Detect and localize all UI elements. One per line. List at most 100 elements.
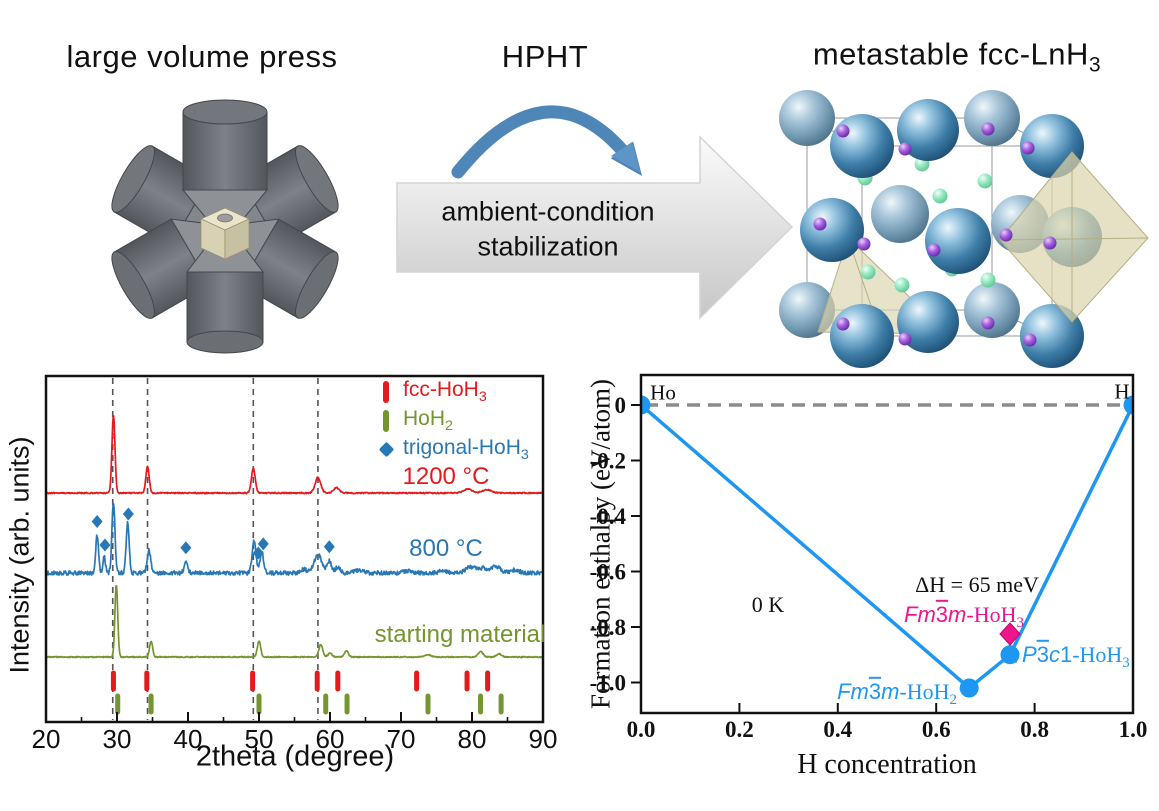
xrd-x-tick-label: 50 (245, 724, 274, 754)
trigonal-peak-diamond-icon (180, 541, 192, 555)
xrd-curve-HoH2 (45, 585, 544, 659)
process-arrow (396, 135, 794, 320)
trigonal-peak-diamond-icon (252, 546, 264, 560)
endpoint-label-h: H (1114, 379, 1130, 404)
left-panel-title: large volume press (66, 39, 338, 74)
right-title-subscript: 3 (1088, 53, 1102, 77)
ln-atom (964, 282, 1020, 338)
hull-y-tick-label: 0 (615, 393, 627, 418)
ln-atom (925, 208, 991, 274)
ln-atom (779, 90, 835, 146)
ln-atom (800, 198, 864, 262)
endpoint-label-ho: Ho (650, 380, 676, 405)
h-atom-octahedral (836, 124, 850, 138)
ln-atom (897, 291, 959, 353)
h-atom-octahedral (1021, 141, 1035, 155)
temperature-annotation: 0 K (751, 592, 785, 617)
convex-hull-line (641, 403, 1133, 690)
press-anvil (185, 238, 265, 354)
crystal-structure-graphic (779, 90, 1149, 368)
curve-label-1200C: 1200 °C (402, 463, 490, 490)
ln-atom (897, 99, 959, 161)
xrd-x-tick-label: 80 (458, 724, 487, 754)
hull-frame (639, 373, 1135, 715)
ln-atom (830, 114, 894, 178)
trigonal-peak-diamond-icon (91, 515, 103, 528)
h-atom-octahedral (898, 142, 912, 156)
xrd-curve-fcc-HoH3 (45, 415, 544, 495)
hull-plot-group (641, 395, 1133, 698)
right-title-main: metastable fcc-LnH (812, 36, 1089, 72)
trigonal-peak-diamond-icon (122, 507, 134, 521)
trigonal-diamond-icon (378, 441, 395, 458)
xrd-x-tick-label: 70 (387, 724, 416, 754)
h-atom-tetrahedral (932, 188, 948, 204)
legend-label: fcc-HoH3 (403, 377, 487, 406)
hull-x-tick-label: 0.0 (627, 717, 656, 742)
ln-atom (871, 185, 929, 243)
large-volume-press-graphic (111, 99, 339, 354)
trigonal-peak-diamond-icon (257, 537, 269, 551)
legend-item-trigonal-hoh3: trigonal-HoH3 (378, 435, 529, 464)
compound-part: -HoH2 (899, 678, 957, 709)
metastable-point-diamond (999, 622, 1021, 646)
hull-point-H (1123, 395, 1133, 415)
hull-point-P-3c1-HoH3 (1000, 645, 1020, 665)
hull-x-tick-label: 1.0 (1119, 717, 1148, 742)
octahedron (999, 151, 1149, 323)
h-atom-octahedral (836, 317, 850, 331)
xrd-frame (44, 374, 545, 724)
ln-atom (1020, 304, 1084, 368)
legend-label: HoH2 (403, 406, 453, 435)
label-fm3m-hoh2: Fm3m-HoH2 (837, 678, 957, 709)
curve-label-starting-material: starting material (374, 621, 546, 648)
xrd-x-tick-label: 20 (32, 724, 61, 754)
hull-y-tick-label: -0.4 (590, 504, 627, 529)
hull-y-tick-label: -1.0 (590, 671, 626, 696)
xrd-legend: fcc-HoH3 HoH2 trigonal-HoH3 (378, 377, 529, 464)
ln-atom (964, 90, 1020, 146)
legend-item-hoh2: HoH2 (380, 406, 529, 435)
hull-y-tick-label: -0.2 (590, 449, 626, 474)
hull-y-tick-label: -0.6 (590, 560, 626, 585)
hoh2-bar-icon (383, 409, 389, 432)
process-title: HPHT (501, 39, 589, 74)
arrow-text-line1: ambient-condition (441, 196, 655, 227)
charts-root: 20 30 40 50 60 70 80 90 0 -0.2 -0.4 -0.6 -0.8 -1.00.0… (32, 373, 1148, 754)
fcc-hoh3-bar-icon (383, 380, 389, 403)
curve-label-800C: 800 °C (409, 535, 483, 562)
h-atom-tetrahedral (860, 264, 876, 280)
delta-h-annotation: ΔH = 65 meV (915, 572, 1039, 597)
h-atom-octahedral (981, 122, 995, 136)
hull-point-Fm-3m-HoH2 (959, 678, 979, 698)
right-panel-title: metastable fcc-LnH3 (813, 36, 1101, 77)
hull-y-tick-label: -0.8 (590, 615, 626, 640)
xrd-x-axis-label: 2theta (degree) (195, 740, 395, 773)
legend-label: trigonal-HoH3 (403, 435, 529, 464)
legend-item-fcc-hoh3: fcc-HoH3 (380, 377, 529, 406)
arrow-text-line2: stabilization (477, 231, 619, 262)
hull-point-Ho (641, 395, 651, 415)
h-atom-octahedral (857, 237, 871, 251)
compound-part: -HoH3 (966, 601, 1024, 632)
hull-x-tick-label: 0.2 (725, 717, 754, 742)
h-atom-octahedral (927, 243, 941, 257)
trigonal-peak-diamond-icon (323, 540, 335, 554)
hull-y-axis-label: Formation enthalpy (eV/atom) (585, 379, 616, 709)
h-atom-tetrahedral (977, 173, 993, 189)
xrd-x-tick-label: 90 (529, 724, 558, 754)
hpht-curved-arrow (451, 105, 642, 179)
h-atom-tetrahedral (980, 272, 996, 288)
xrd-x-tick-label: 40 (174, 724, 203, 754)
label-fm3m-hoh3: Fm3m-HoH3 (904, 601, 1024, 632)
hull-x-tick-label: 0.6 (922, 717, 951, 742)
h-atom-octahedral (981, 316, 995, 330)
hull-x-tick-label: 0.8 (1020, 717, 1049, 742)
press-anvil-top (181, 99, 269, 225)
h-atom-octahedral (813, 217, 827, 231)
trigonal-peak-diamond-icon (99, 538, 111, 552)
h-atom-octahedral (1023, 333, 1037, 347)
label-p3c1-hoh3: P3c1-HoH3 (1022, 641, 1130, 672)
